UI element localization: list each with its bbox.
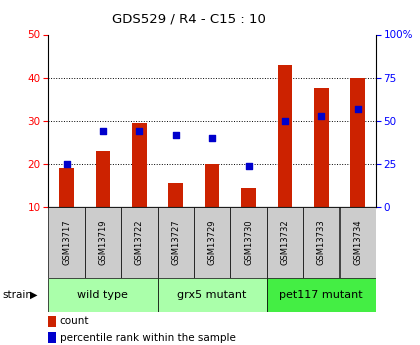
Text: percentile rank within the sample: percentile rank within the sample [60, 333, 236, 343]
Text: GSM13732: GSM13732 [281, 219, 289, 265]
Text: GSM13727: GSM13727 [171, 219, 180, 265]
Text: pet117 mutant: pet117 mutant [279, 290, 363, 300]
Point [100, 128, 106, 134]
Text: GSM13734: GSM13734 [353, 219, 362, 265]
Bar [85, 207, 121, 278]
Bar [230, 207, 267, 278]
Text: count: count [60, 316, 89, 326]
Bar [303, 207, 339, 278]
Text: strain: strain [2, 290, 32, 300]
Bar [339, 207, 376, 278]
Bar [168, 183, 183, 207]
Point [354, 106, 361, 111]
Bar [48, 332, 57, 343]
Bar [267, 278, 376, 312]
Bar [267, 207, 303, 278]
Bar [132, 123, 147, 207]
Text: ▶: ▶ [30, 290, 38, 300]
Point [172, 132, 179, 137]
Text: grx5 mutant: grx5 mutant [177, 290, 247, 300]
Point [318, 113, 325, 118]
Bar [48, 315, 57, 327]
Text: GSM13729: GSM13729 [207, 220, 217, 265]
Text: GSM13730: GSM13730 [244, 219, 253, 265]
Text: GSM13719: GSM13719 [98, 220, 108, 265]
Bar [205, 164, 219, 207]
Text: GSM13717: GSM13717 [62, 219, 71, 265]
Point [136, 128, 143, 134]
Point [281, 118, 288, 124]
Bar [121, 207, 158, 278]
Text: wild type: wild type [77, 290, 129, 300]
Bar [158, 207, 194, 278]
Bar [314, 88, 328, 207]
Bar [158, 278, 267, 312]
Bar [350, 78, 365, 207]
Bar [48, 278, 158, 312]
Bar [59, 168, 74, 207]
Point [63, 161, 70, 167]
Bar [48, 207, 85, 278]
Bar [96, 151, 110, 207]
Text: GSM13733: GSM13733 [317, 219, 326, 265]
Text: GSM13722: GSM13722 [135, 220, 144, 265]
Point [245, 163, 252, 168]
Point [209, 135, 215, 141]
Bar [194, 207, 230, 278]
Bar [278, 65, 292, 207]
Bar [241, 188, 256, 207]
Text: GDS529 / R4 - C15 : 10: GDS529 / R4 - C15 : 10 [112, 12, 266, 25]
